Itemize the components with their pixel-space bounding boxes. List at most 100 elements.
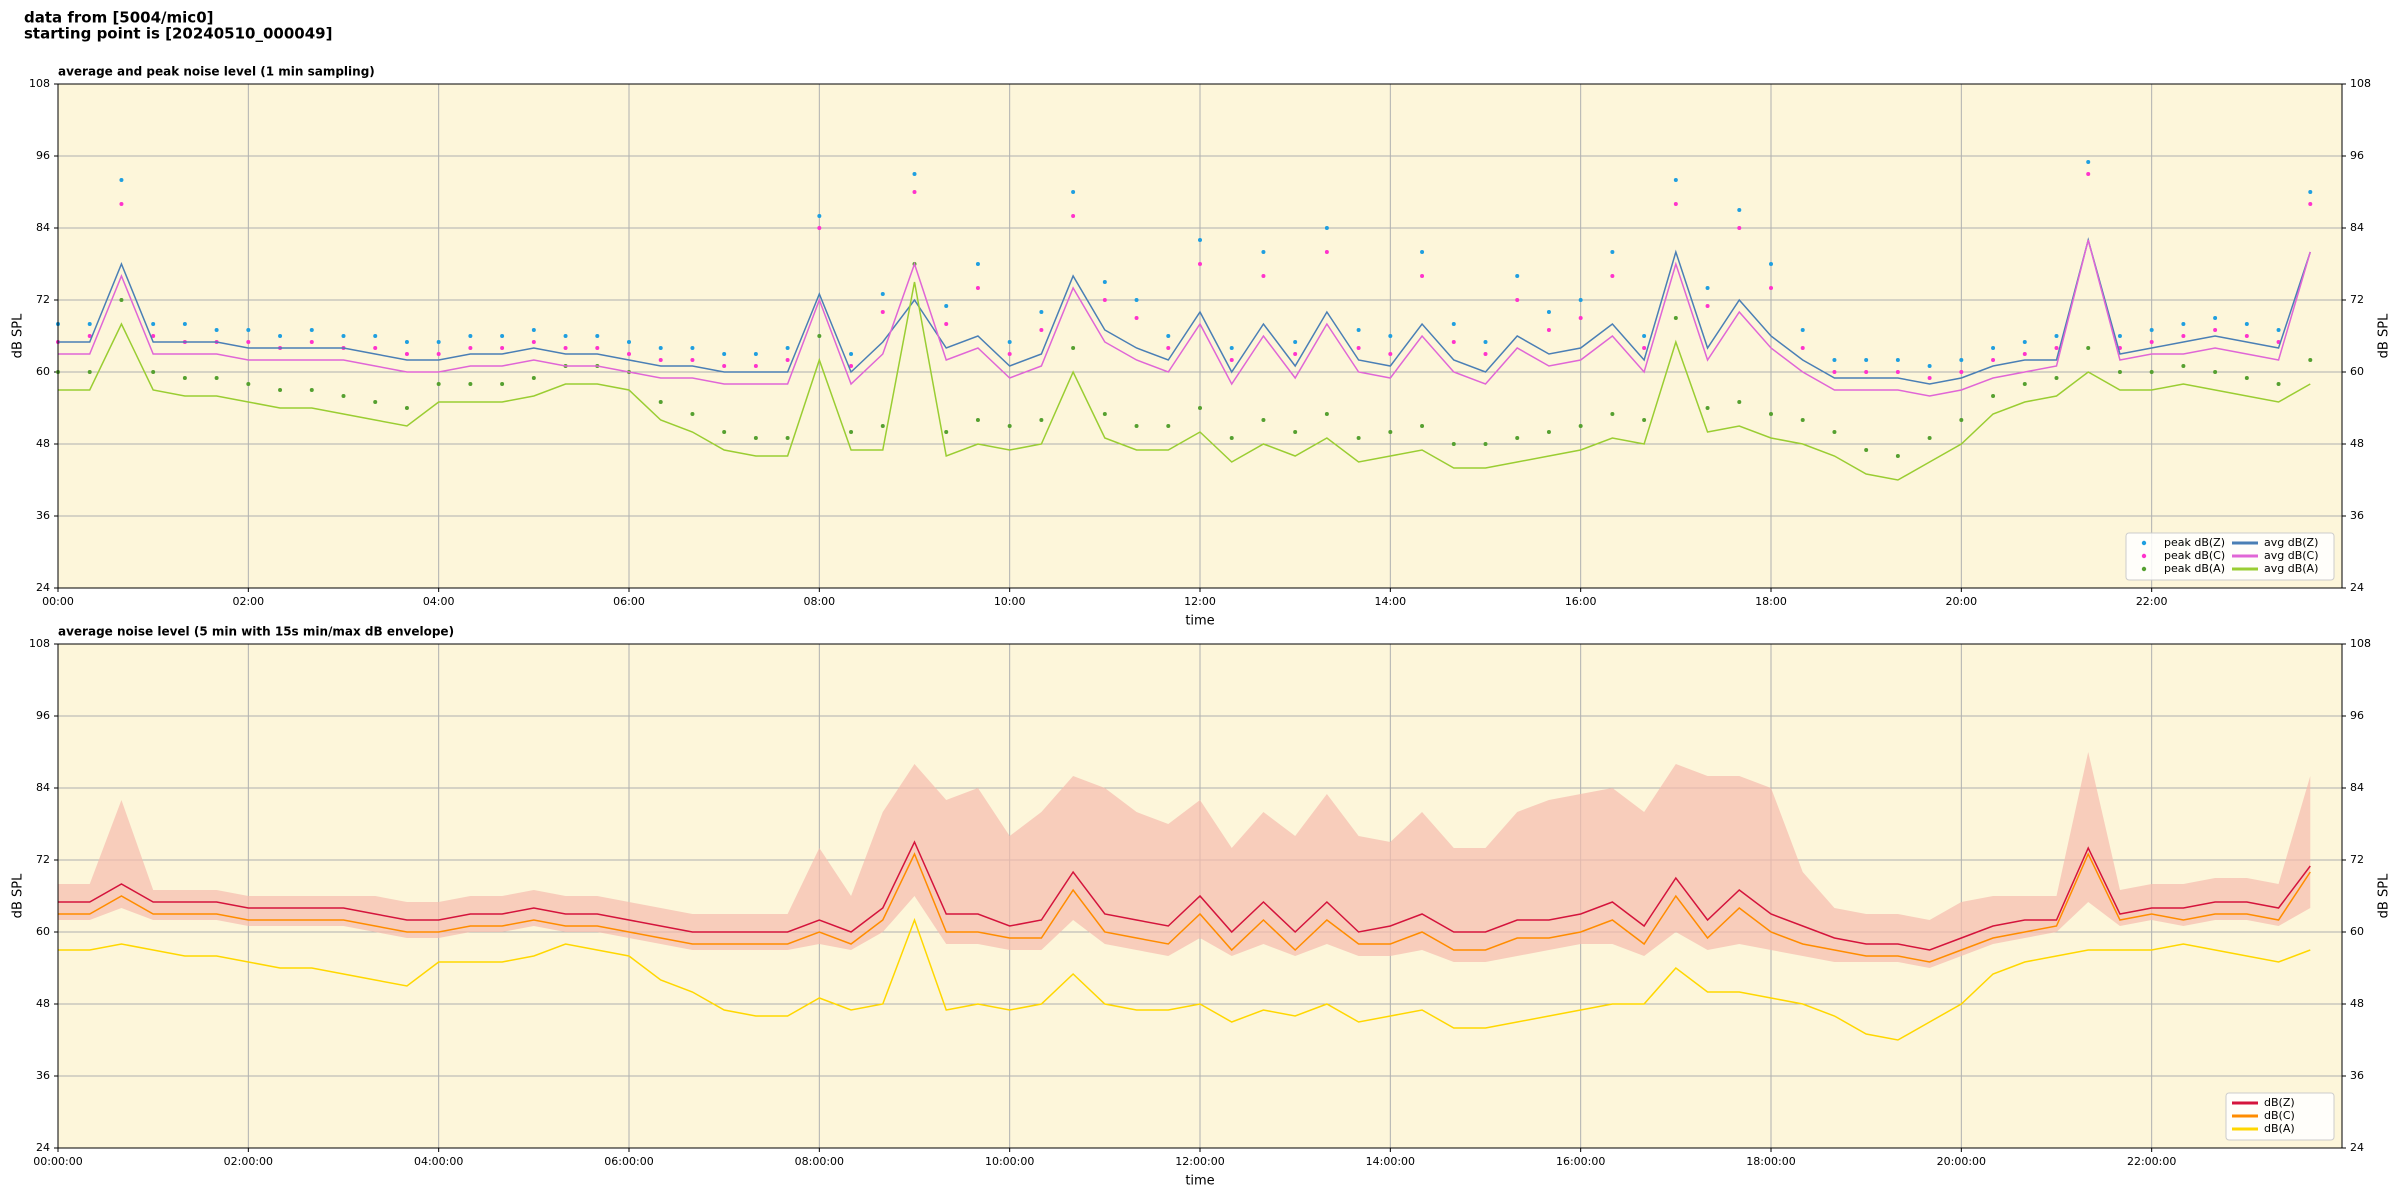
- peak-point: [1388, 430, 1393, 434]
- plot-frame: [57, 83, 2343, 589]
- x-tick-label: 08:00: [803, 595, 835, 608]
- x-tick-label: 16:00: [1565, 595, 1597, 608]
- x-tick-label: 18:00:00: [1746, 1155, 1795, 1168]
- peak-point: [2213, 328, 2218, 332]
- peak-point: [1198, 262, 1202, 266]
- peak-point: [1959, 358, 1964, 362]
- peak-point: [1578, 298, 1583, 302]
- peak-point: [944, 304, 949, 308]
- peak-point: [595, 346, 600, 350]
- y2-tick-label: 48: [2350, 437, 2364, 450]
- y2-tick-label: 36: [2350, 509, 2364, 522]
- peak-point: [1832, 370, 1837, 374]
- peak-point: [1705, 304, 1710, 308]
- chart-panel: average noise level (5 min with 15s min/…: [11, 625, 2392, 1189]
- peak-point: [1324, 226, 1329, 230]
- peak-point: [1198, 238, 1202, 242]
- legend-label: avg dB(C): [2264, 549, 2319, 562]
- peak-point: [1673, 178, 1678, 182]
- peak-point: [1007, 352, 1012, 356]
- peak-point: [1134, 424, 1139, 428]
- x-tick-label: 02:00: [232, 595, 264, 608]
- peak-point: [1420, 274, 1425, 278]
- peak-point: [2181, 322, 2186, 326]
- peak-point: [690, 346, 695, 350]
- peak-point: [373, 400, 378, 404]
- peak-point: [2022, 352, 2027, 356]
- peak-point: [1039, 418, 1044, 422]
- peak-point: [87, 334, 92, 338]
- series-line: [58, 239, 2311, 397]
- x-tick-label: 08:00:00: [795, 1155, 844, 1168]
- y-tick-label: 60: [36, 925, 50, 938]
- peak-point: [2086, 160, 2091, 164]
- y-tick-label: 24: [36, 1141, 50, 1154]
- peak-point: [944, 322, 949, 326]
- x-tick-label: 12:00:00: [1175, 1155, 1224, 1168]
- x-axis-label: time: [1185, 614, 1214, 629]
- peak-point: [1769, 262, 1773, 266]
- peak-point: [1293, 340, 1298, 344]
- peak-point: [246, 328, 251, 332]
- y-tick-label: 96: [36, 709, 50, 722]
- peak-point: [1578, 316, 1583, 320]
- peak-point: [1864, 448, 1869, 452]
- peak-point: [1642, 346, 1647, 350]
- peak-point: [182, 322, 187, 326]
- peak-point: [246, 382, 251, 386]
- peak-point: [2308, 202, 2313, 206]
- peak-point: [563, 346, 568, 350]
- peak-point: [1578, 424, 1583, 428]
- peak-point: [880, 424, 885, 428]
- x-tick-label: 00:00:00: [33, 1155, 82, 1168]
- peak-point: [2086, 346, 2091, 350]
- peak-point: [1515, 298, 1520, 302]
- peak-point: [753, 436, 758, 440]
- peak-point: [151, 334, 156, 338]
- peak-point: [500, 346, 505, 350]
- legend-label: avg dB(A): [2264, 562, 2318, 575]
- peak-point: [1071, 190, 1076, 194]
- peak-point: [2244, 322, 2249, 326]
- x-tick-label: 20:00: [1945, 595, 1977, 608]
- peak-point: [436, 340, 441, 344]
- peak-point: [1610, 412, 1615, 416]
- peak-point: [182, 376, 187, 380]
- peak-point: [87, 322, 92, 326]
- peak-point: [1610, 250, 1615, 254]
- peak-point: [1927, 436, 1932, 440]
- peak-point: [1420, 250, 1425, 254]
- x-axis-label: time: [1185, 1174, 1214, 1189]
- peak-point: [468, 346, 473, 350]
- peak-point: [373, 346, 378, 350]
- peak-point: [1071, 214, 1076, 218]
- peak-point: [2086, 172, 2091, 176]
- y2-tick-label: 48: [2350, 997, 2364, 1010]
- peak-point: [1166, 424, 1171, 428]
- peak-point: [309, 328, 314, 332]
- peak-point: [1642, 418, 1647, 422]
- peak-point: [817, 334, 822, 338]
- peak-point: [1071, 346, 1076, 350]
- y-tick-label: 84: [36, 781, 50, 794]
- peak-point: [2308, 358, 2313, 362]
- x-tick-label: 06:00: [613, 595, 645, 608]
- y-tick-label: 84: [36, 221, 50, 234]
- peak-point: [309, 340, 314, 344]
- peak-point: [1895, 370, 1900, 374]
- peak-point: [1293, 430, 1298, 434]
- x-tick-label: 12:00: [1184, 595, 1216, 608]
- peak-point: [2022, 382, 2027, 386]
- peak-point: [151, 322, 156, 326]
- peak-point: [1737, 226, 1742, 230]
- y2-axis-label: dB SPL: [2377, 873, 2392, 918]
- peak-point: [658, 400, 663, 404]
- peak-point: [1261, 250, 1266, 254]
- peak-point: [531, 328, 536, 332]
- peak-point: [1039, 310, 1044, 314]
- peak-point: [1483, 340, 1488, 344]
- x-tick-label: 02:00:00: [224, 1155, 273, 1168]
- peak-point: [2213, 316, 2218, 320]
- peak-point: [1546, 310, 1551, 314]
